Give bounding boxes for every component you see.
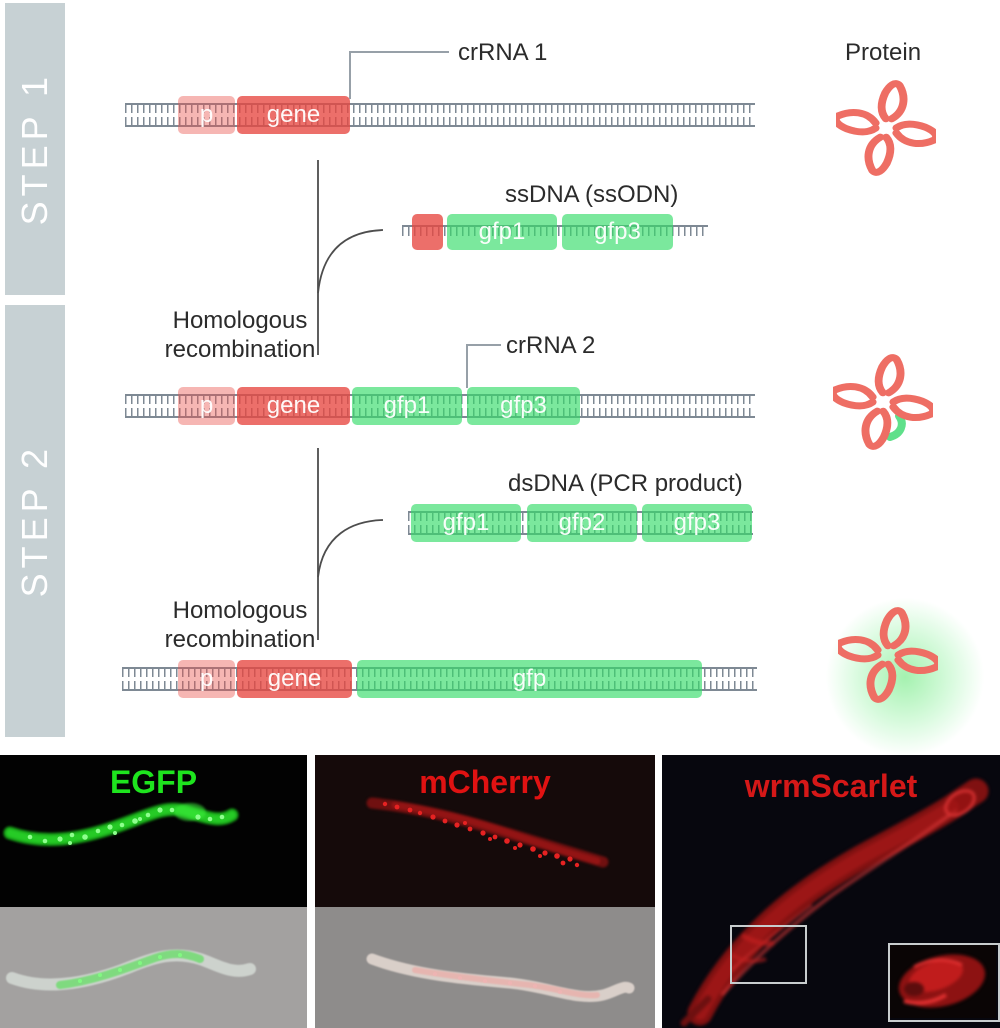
crrna1-callout-line xyxy=(349,51,449,99)
gene-box-row2: gene xyxy=(237,387,350,425)
mcherry-worm-art xyxy=(366,797,635,1002)
wrmscarlet-panel-label: wrmScarlet xyxy=(744,768,918,804)
step1-sidebar: STEP 1 xyxy=(5,3,65,295)
egfp-panel-label: EGFP xyxy=(109,764,198,800)
dsdna-label: dsDNA (PCR product) xyxy=(508,470,743,497)
gene-box-row3: gene xyxy=(237,660,352,698)
mcherry-panel-label: mCherry xyxy=(419,764,551,800)
egfp-fluorescence-image xyxy=(0,755,307,907)
mcherry-micrograph-panel: mCherry xyxy=(315,755,655,1028)
step2-label: STEP 2 xyxy=(14,444,55,598)
dsdna-gfp1-box: gfp1 xyxy=(411,504,521,542)
mcherry-dic-image xyxy=(315,907,655,1028)
gfp-box-row3: gfp xyxy=(357,660,702,698)
crrna1-label: crRNA 1 xyxy=(458,39,548,66)
dsdna-gfp2-box: gfp2 xyxy=(527,504,637,542)
ssdna-gfp3-box: gfp3 xyxy=(562,214,673,250)
egfp-dic-image xyxy=(0,907,307,1028)
protein-star-green-mark-icon xyxy=(833,354,933,450)
wrmscarlet-worm-art xyxy=(680,778,996,1027)
promoter-label: p xyxy=(199,101,214,128)
recombination-arrow-1 xyxy=(317,160,384,355)
gfp1-box-row2: gfp1 xyxy=(352,387,462,425)
wrmscarlet-micrograph-panel: wrmScarlet xyxy=(662,755,1000,1028)
gfp1-label: gfp1 xyxy=(442,509,490,536)
homologous-recombination-text-1: Homologous recombination xyxy=(118,306,362,364)
protein-label: Protein xyxy=(845,39,922,66)
gfp1-label: gfp1 xyxy=(383,392,431,419)
gene-label: gene xyxy=(267,665,322,692)
homologous-recombination-text-2: Homologous recombination xyxy=(118,596,362,654)
gene-box-row1: gene xyxy=(237,96,350,134)
ssdna-red-homology-box xyxy=(412,214,443,250)
gfp3-label: gfp3 xyxy=(594,218,641,245)
crrna2-callout-line xyxy=(466,344,501,388)
gene-label: gene xyxy=(266,101,321,128)
hr2-line2: recombination xyxy=(164,626,316,653)
ssdna-label: ssDNA (ssODN) xyxy=(505,181,679,208)
gfp2-label: gfp2 xyxy=(558,509,606,536)
crrna2-label: crRNA 2 xyxy=(506,332,596,359)
gfp3-label: gfp3 xyxy=(673,509,721,536)
promoter-box-row3: p xyxy=(178,660,235,698)
dsdna-gfp3-box: gfp3 xyxy=(642,504,752,542)
hr1-line2: recombination xyxy=(164,336,316,363)
inset-outline-box xyxy=(888,943,1000,1022)
ssdna-gfp1-box: gfp1 xyxy=(447,214,557,250)
promoter-label: p xyxy=(199,665,214,692)
gfp1-label: gfp1 xyxy=(478,218,526,245)
hr1-line1: Homologous xyxy=(172,307,308,334)
egfp-micrograph-panel: EGFP xyxy=(0,755,307,1028)
gfp-label: gfp xyxy=(512,665,547,692)
promoter-box-row2: p xyxy=(178,387,235,425)
egfp-worm-art xyxy=(3,802,256,991)
recombination-arrow-2 xyxy=(317,448,384,640)
gfp3-label: gfp3 xyxy=(500,392,547,419)
hr2-line1: Homologous xyxy=(172,597,308,624)
roi-outline-box xyxy=(730,925,807,984)
gene-label: gene xyxy=(266,392,321,419)
promoter-label: p xyxy=(199,392,214,419)
gfp3-box-row2: gfp3 xyxy=(467,387,580,425)
protein-star-glowing-icon xyxy=(838,607,938,703)
promoter-box-row1: p xyxy=(178,96,235,134)
step2-sidebar: STEP 2 xyxy=(5,305,65,737)
protein-star-icon xyxy=(836,80,936,176)
step1-label: STEP 1 xyxy=(14,72,55,226)
